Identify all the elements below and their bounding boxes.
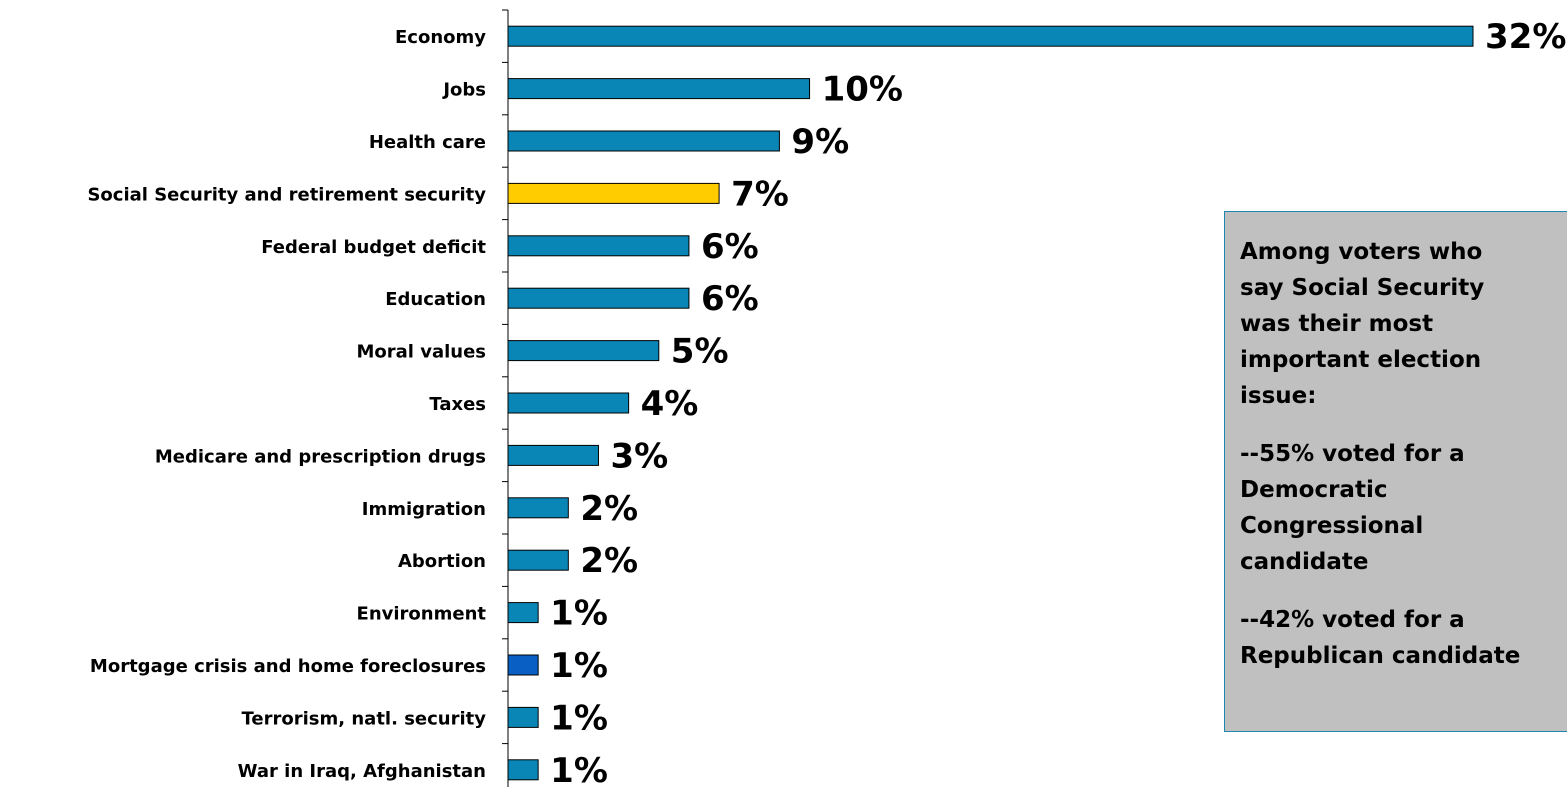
value-label: 5%: [671, 332, 729, 372]
category-label: Taxes: [429, 394, 486, 415]
callout-paragraph-intro: Among voters who say Social Security was…: [1240, 239, 1485, 409]
value-label: 1%: [550, 594, 608, 634]
category-label: War in Iraq, Afghanistan: [238, 761, 486, 782]
value-label: 9%: [791, 122, 849, 162]
value-label: 6%: [701, 279, 759, 319]
value-label: 7%: [731, 174, 789, 214]
category-label: Medicare and prescription drugs: [155, 446, 486, 467]
value-label: 1%: [550, 646, 608, 686]
category-label: Social Security and retirement security: [87, 184, 486, 205]
bar-8: [507, 444, 599, 466]
value-label: 2%: [580, 541, 638, 581]
value-label: 4%: [641, 384, 699, 424]
callout-paragraph-democratic: --55% voted for a Democratic Congression…: [1240, 441, 1465, 575]
category-label: Terrorism, natl. security: [242, 708, 487, 729]
callout-box: Among voters who say Social Security was…: [1224, 211, 1567, 732]
callout-paragraph-republican: --42% voted for a Republican candidate: [1240, 607, 1521, 669]
bar-1: [507, 78, 811, 100]
value-label: 32%: [1485, 17, 1566, 57]
category-label: Health care: [369, 132, 486, 153]
bar-5: [507, 287, 690, 309]
category-label: Jobs: [441, 80, 486, 101]
category-label: Mortgage crisis and home foreclosures: [90, 656, 486, 677]
category-label: Federal budget deficit: [261, 237, 486, 258]
bar-0: [507, 25, 1474, 47]
bar-6: [507, 340, 660, 362]
bar-4: [507, 235, 690, 257]
category-label: Abortion: [398, 551, 486, 572]
bar-3: [507, 182, 720, 204]
category-label: Moral values: [356, 342, 486, 363]
category-label: Environment: [357, 604, 487, 625]
category-label: Education: [385, 289, 486, 310]
bar-10: [507, 549, 569, 571]
value-label: 1%: [550, 751, 608, 787]
value-label: 3%: [610, 436, 668, 476]
value-label: 10%: [822, 70, 903, 110]
bar-12: [507, 654, 539, 676]
category-label: Economy: [395, 27, 486, 48]
value-label: 2%: [580, 489, 638, 529]
value-label: 6%: [701, 227, 759, 267]
category-label: Immigration: [362, 499, 486, 520]
bar-14: [507, 759, 539, 781]
bar-9: [507, 497, 569, 519]
bar-7: [507, 392, 630, 414]
bar-2: [507, 130, 780, 152]
bar-13: [507, 706, 539, 728]
value-label: 1%: [550, 698, 608, 738]
bar-11: [507, 602, 539, 624]
